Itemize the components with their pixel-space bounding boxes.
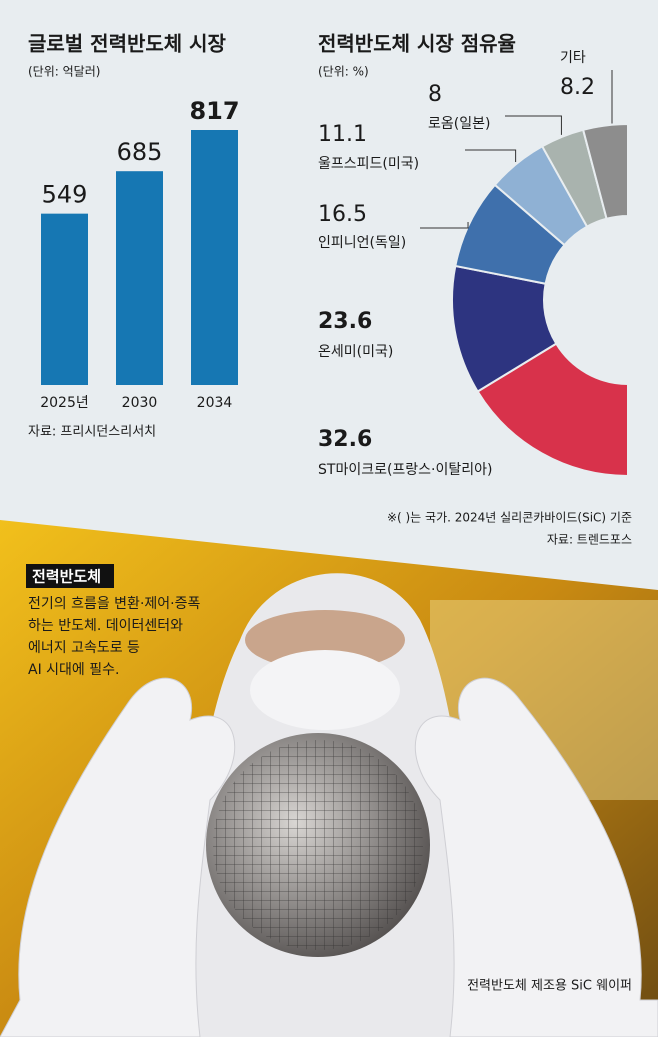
category-label: 인피니언(독일) [318, 235, 406, 251]
category-label: 온세미(미국) [318, 344, 393, 360]
donut-segment [581, 122, 629, 220]
value-label: 8.2 [560, 75, 595, 100]
bar [191, 130, 238, 385]
right-glove [414, 677, 658, 1037]
source: 자료: 트렌드포스 [547, 533, 632, 547]
box-title: 전력반도체 [32, 568, 101, 586]
box-title-bg [26, 564, 114, 588]
box-line: 전기의 흐름을 변환·제어·증폭 [28, 596, 200, 612]
chart-subtitle: (단위: %) [318, 65, 369, 79]
leader-line [505, 115, 562, 135]
chart-panel [0, 0, 658, 590]
leader-line [420, 221, 469, 229]
chart-title: 글로벌 전력반도체 시장 [28, 32, 227, 56]
value-label: 549 [42, 181, 88, 209]
category-label: 울프스피드(미국) [318, 156, 419, 172]
chart-subtitle: (단위: 억달러) [28, 65, 100, 79]
box-line: 하는 반도체. 데이터센터와 [28, 618, 183, 634]
category-label: 기타 [560, 50, 586, 66]
box-line: AI 시대에 필수. [28, 662, 119, 678]
mask [250, 650, 400, 730]
source: 자료: 프리시던스리서치 [28, 425, 156, 440]
chart-title: 전력반도체 시장 점유율 [318, 32, 516, 56]
value-label: 685 [117, 138, 163, 166]
donut-segment [476, 342, 629, 478]
value-label: 16.5 [318, 202, 367, 227]
value-label: 23.6 [318, 309, 372, 334]
x-tick-label: 2034 [197, 395, 233, 411]
value-label: 32.6 [318, 427, 372, 452]
value-label: 8 [428, 82, 442, 107]
bar [116, 171, 163, 385]
category-label: 로옴(일본) [428, 116, 490, 132]
photo-caption: 전력반도체 제조용 SiC 웨이퍼 [467, 979, 632, 994]
left-glove [0, 677, 236, 1037]
bar [41, 213, 88, 385]
box-line: 에너지 고속도로 등 [28, 640, 140, 656]
value-label: 817 [189, 97, 239, 125]
category-label: ST마이크로(프랑스·이탈리아) [318, 462, 493, 478]
wafer-grid [213, 740, 423, 950]
x-tick-label: 2030 [122, 395, 158, 411]
leader-line [465, 149, 517, 162]
value-label: 11.1 [318, 122, 367, 147]
face [245, 610, 405, 670]
note: ※( )는 국가. 2024년 실리콘카바이드(SiC) 기준 [387, 511, 632, 525]
x-tick-label: 2025년 [40, 395, 89, 411]
